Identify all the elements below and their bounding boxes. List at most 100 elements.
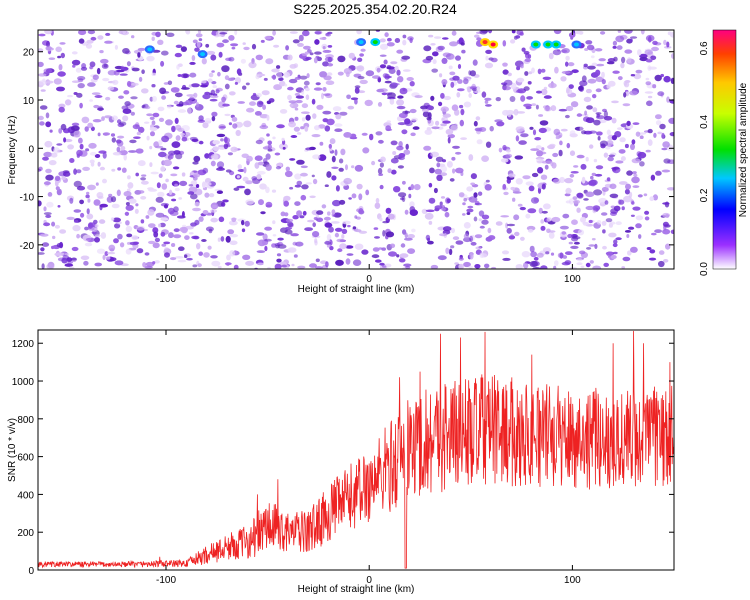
spectrogram-cell: [245, 260, 255, 266]
spectrogram-cell: [345, 245, 354, 249]
spectrogram-cell: [601, 220, 607, 226]
spectrogram-cell: [160, 147, 167, 151]
spectrogram-cell: [595, 63, 605, 67]
spectrogram-cell: [114, 260, 124, 266]
spectrogram-cell: [608, 222, 614, 228]
spectrogram-cell: [571, 69, 579, 74]
spectrogram-cell: [538, 114, 544, 117]
spectrogram-cell: [484, 97, 492, 101]
spectrogram-cell: [294, 201, 301, 207]
spectrogram-cell: [375, 197, 380, 204]
spectrogram-cell: [192, 39, 198, 44]
spectrogram-cell: [317, 124, 326, 129]
spectrogram-cell: [552, 49, 562, 56]
spectrogram-cell: [69, 197, 74, 204]
spectrogram-cell: [552, 152, 559, 158]
spectrogram-cell: [386, 42, 395, 47]
spectrogram-cell: [463, 101, 472, 108]
spectrogram-cell: [610, 254, 617, 260]
spectrogram-cell: [241, 228, 246, 233]
spectrogram-cell: [359, 53, 364, 57]
spectrogram-cell: [510, 82, 517, 90]
spectrogram-cell: [309, 52, 314, 56]
spectrogram-cell: [265, 164, 272, 171]
spectrogram-cell: [407, 248, 416, 255]
spectrogram-cell: [99, 166, 105, 171]
spectrogram-cell: [188, 84, 192, 88]
spectrogram-hot-spot-core: [482, 40, 488, 45]
spectrogram-cell: [136, 248, 144, 254]
spectrogram-cell: [635, 131, 641, 137]
spectrogram-cell: [89, 99, 93, 102]
spectrogram-cell: [272, 220, 276, 225]
spectrogram-cell: [481, 91, 487, 98]
spectrogram-cell: [583, 198, 589, 201]
spectrogram-cell: [101, 116, 105, 121]
spectrogram-cell: [224, 75, 230, 81]
spectrogram-cell: [80, 255, 90, 261]
snr-y-tick-label: 1000: [12, 377, 35, 388]
spectrogram-cell: [245, 199, 255, 205]
spectrogram-cell: [102, 254, 106, 260]
spectrogram-cell: [554, 260, 559, 266]
spectrogram-cell: [265, 153, 271, 160]
spectrogram-cell: [276, 162, 283, 168]
spectrogram-cell: [123, 90, 130, 95]
spectrogram-cell: [478, 218, 482, 222]
spectrogram-cell: [300, 172, 308, 177]
spectrogram-cell: [439, 233, 447, 237]
spectrogram-cell: [622, 103, 631, 107]
spectrogram-cell: [92, 74, 99, 80]
spectrogram-cell: [95, 182, 99, 186]
spectrogram-cell: [501, 250, 510, 255]
spectrogram-cell: [543, 95, 552, 99]
snr-x-tick-label: 0: [366, 575, 372, 586]
spectrogram-cell: [582, 221, 589, 227]
spectrogram-cell: [568, 241, 573, 245]
spectrogram-cell: [470, 173, 477, 180]
spectrogram-cell: [502, 40, 507, 47]
spectrogram-cell: [583, 63, 588, 68]
spectrogram-cell: [233, 264, 239, 269]
spectrogram-cell: [525, 181, 534, 186]
spectrogram-cell: [567, 62, 575, 67]
spectrogram-cell: [441, 57, 448, 64]
spectrogram-cell: [611, 135, 618, 141]
spectrogram-cell: [385, 125, 392, 132]
spectrogram-cell: [111, 203, 120, 209]
snr-background: [38, 330, 674, 570]
spectrogram-cell: [474, 202, 482, 206]
spectrogram-cell: [104, 251, 109, 257]
spectrogram-cell: [94, 154, 101, 158]
spectrogram-cell: [202, 210, 209, 215]
spectrogram-cell: [458, 263, 464, 269]
spectrogram-cell: [87, 122, 94, 129]
spectrogram-cell: [283, 200, 290, 207]
spectrogram-cell: [439, 201, 443, 206]
spectrogram-cell: [94, 224, 99, 228]
spectrogram-cell: [313, 217, 318, 220]
spectrogram-cell: [544, 164, 549, 170]
spectrogram-cell: [87, 30, 96, 35]
spectrogram-cell: [448, 65, 453, 70]
spectrogram-cell: [170, 87, 180, 93]
spectrogram-cell: [410, 184, 415, 190]
spectrogram-cell: [463, 78, 469, 85]
spectrogram-cell: [396, 49, 404, 54]
spectrogram-cell: [264, 226, 272, 231]
spectrogram-cell: [53, 78, 62, 85]
spectrogram-cell: [669, 132, 674, 137]
spectrogram-cell: [198, 115, 204, 122]
spectrogram-cell: [326, 171, 332, 178]
spectrogram-cell: [287, 54, 293, 61]
spectrogram-cell: [485, 179, 490, 183]
spectrogram-cell: [94, 95, 103, 98]
spectrogram-cell: [662, 202, 670, 205]
spectrogram-cell: [435, 120, 440, 126]
spectrogram-cell: [378, 139, 384, 144]
spectrogram-cell: [237, 169, 245, 172]
spectrogram-cell: [210, 255, 218, 259]
spectrogram-cell: [562, 213, 570, 219]
spectrogram-cell: [515, 178, 523, 185]
spectrogram-cell: [331, 166, 339, 169]
